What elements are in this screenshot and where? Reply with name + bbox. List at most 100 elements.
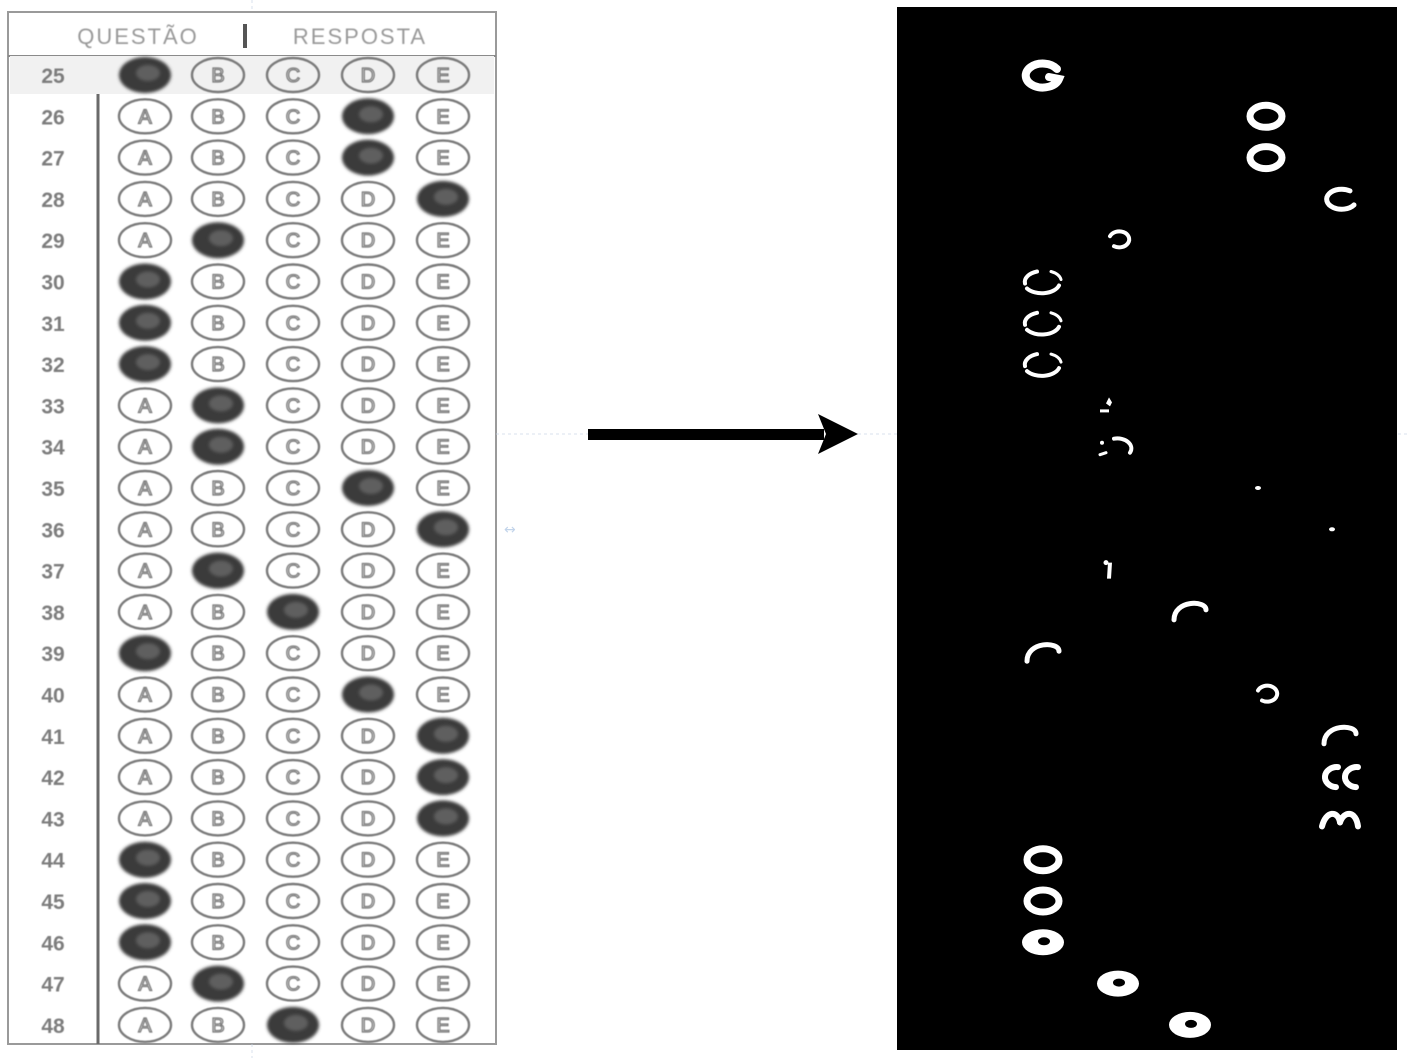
answer-bubble-d[interactable]: D bbox=[340, 304, 396, 341]
answer-bubble-e[interactable]: E bbox=[415, 841, 471, 878]
answer-bubble-d[interactable]: D bbox=[340, 221, 396, 259]
answer-bubble-d[interactable] bbox=[342, 676, 394, 713]
answer-bubble-c[interactable] bbox=[267, 1006, 319, 1043]
answer-bubble-a[interactable] bbox=[119, 57, 171, 93]
answer-bubble-a[interactable]: A bbox=[117, 965, 173, 1002]
answer-bubble-e[interactable]: E bbox=[415, 635, 471, 672]
answer-bubble-b[interactable] bbox=[192, 387, 244, 424]
answer-bubble-e[interactable]: E bbox=[415, 98, 471, 135]
answer-bubble-b[interactable] bbox=[192, 222, 244, 259]
answer-bubble-a[interactable]: A bbox=[117, 676, 173, 713]
answer-bubble-e[interactable]: E bbox=[415, 552, 471, 589]
answer-bubble-d[interactable]: D bbox=[340, 841, 396, 878]
answer-bubble-e[interactable]: E bbox=[415, 345, 471, 383]
answer-bubble-e[interactable] bbox=[417, 180, 469, 217]
answer-bubble-d[interactable] bbox=[342, 98, 394, 135]
answer-bubble-a[interactable]: A bbox=[117, 387, 173, 424]
answer-bubble-a[interactable] bbox=[119, 883, 171, 919]
answer-bubble-b[interactable] bbox=[192, 965, 244, 1002]
answer-bubble-d[interactable]: D bbox=[340, 387, 396, 424]
answer-bubble-c[interactable]: C bbox=[265, 635, 321, 672]
answer-bubble-b[interactable]: B bbox=[190, 180, 246, 218]
answer-bubble-e[interactable]: E bbox=[415, 387, 471, 424]
answer-bubble-c[interactable]: C bbox=[265, 924, 321, 961]
answer-bubble-b[interactable] bbox=[192, 552, 244, 589]
resize-handle-icon[interactable]: ↔ bbox=[504, 522, 516, 538]
answer-bubble-e[interactable] bbox=[417, 759, 469, 796]
answer-bubble-b[interactable] bbox=[192, 428, 244, 465]
answer-bubble-c[interactable]: C bbox=[265, 345, 321, 383]
answer-bubble-b[interactable]: B bbox=[190, 263, 246, 300]
answer-bubble-a[interactable]: A bbox=[117, 221, 173, 259]
answer-bubble-d[interactable]: D bbox=[340, 593, 396, 631]
answer-bubble-d[interactable]: D bbox=[340, 800, 396, 837]
answer-bubble-d[interactable]: D bbox=[340, 635, 396, 672]
answer-bubble-d[interactable]: D bbox=[340, 965, 396, 1002]
answer-bubble-c[interactable]: C bbox=[265, 304, 321, 341]
answer-bubble-c[interactable]: C bbox=[265, 965, 321, 1002]
answer-bubble-b[interactable]: B bbox=[190, 469, 246, 507]
answer-bubble-b[interactable]: B bbox=[190, 676, 246, 713]
answer-bubble-e[interactable]: E bbox=[415, 56, 471, 94]
answer-bubble-b[interactable]: B bbox=[190, 56, 246, 94]
answer-bubble-e[interactable]: E bbox=[415, 139, 471, 176]
answer-bubble-c[interactable]: C bbox=[265, 511, 321, 548]
answer-bubble-a[interactable]: A bbox=[117, 552, 173, 589]
answer-bubble-b[interactable]: B bbox=[190, 924, 246, 961]
answer-bubble-c[interactable]: C bbox=[265, 180, 321, 218]
answer-bubble-d[interactable]: D bbox=[340, 56, 396, 94]
answer-bubble-e[interactable]: E bbox=[415, 263, 471, 300]
answer-bubble-b[interactable]: B bbox=[190, 635, 246, 672]
answer-bubble-c[interactable]: C bbox=[265, 56, 321, 94]
answer-bubble-b[interactable]: B bbox=[190, 345, 246, 383]
answer-bubble-b[interactable]: B bbox=[190, 1006, 246, 1044]
answer-bubble-d[interactable]: D bbox=[340, 180, 396, 218]
answer-bubble-e[interactable]: E bbox=[415, 1006, 471, 1044]
answer-bubble-b[interactable]: B bbox=[190, 717, 246, 754]
answer-bubble-b[interactable]: B bbox=[190, 511, 246, 548]
answer-bubble-d[interactable] bbox=[342, 139, 394, 176]
answer-bubble-c[interactable]: C bbox=[265, 882, 321, 920]
answer-bubble-c[interactable]: C bbox=[265, 552, 321, 589]
answer-bubble-e[interactable]: E bbox=[415, 221, 471, 259]
answer-bubble-c[interactable]: C bbox=[265, 428, 321, 465]
answer-bubble-b[interactable]: B bbox=[190, 98, 246, 135]
answer-bubble-a[interactable]: A bbox=[117, 180, 173, 218]
answer-bubble-a[interactable]: A bbox=[117, 139, 173, 176]
answer-bubble-d[interactable]: D bbox=[340, 924, 396, 961]
answer-bubble-d[interactable] bbox=[342, 470, 394, 506]
answer-bubble-c[interactable] bbox=[267, 593, 319, 630]
answer-bubble-a[interactable] bbox=[119, 346, 171, 383]
answer-bubble-a[interactable] bbox=[119, 924, 171, 961]
answer-bubble-c[interactable]: C bbox=[265, 717, 321, 754]
answer-bubble-a[interactable]: A bbox=[117, 758, 173, 796]
answer-bubble-b[interactable]: B bbox=[190, 304, 246, 341]
answer-bubble-e[interactable]: E bbox=[415, 882, 471, 920]
answer-bubble-d[interactable]: D bbox=[340, 552, 396, 589]
answer-bubble-b[interactable]: B bbox=[190, 758, 246, 796]
answer-bubble-e[interactable]: E bbox=[415, 304, 471, 341]
answer-bubble-d[interactable]: D bbox=[340, 758, 396, 796]
answer-bubble-d[interactable]: D bbox=[340, 428, 396, 465]
answer-bubble-e[interactable]: E bbox=[415, 676, 471, 713]
answer-bubble-d[interactable]: D bbox=[340, 263, 396, 300]
answer-bubble-a[interactable]: A bbox=[117, 469, 173, 507]
answer-bubble-a[interactable]: A bbox=[117, 593, 173, 631]
answer-bubble-b[interactable]: B bbox=[190, 139, 246, 176]
answer-bubble-c[interactable]: C bbox=[265, 841, 321, 878]
answer-bubble-c[interactable]: C bbox=[265, 758, 321, 796]
answer-bubble-a[interactable]: A bbox=[117, 717, 173, 754]
answer-bubble-c[interactable]: C bbox=[265, 139, 321, 176]
answer-bubble-e[interactable] bbox=[417, 717, 469, 754]
answer-bubble-e[interactable] bbox=[417, 511, 469, 548]
answer-bubble-c[interactable]: C bbox=[265, 800, 321, 837]
answer-bubble-e[interactable]: E bbox=[415, 469, 471, 507]
answer-bubble-a[interactable]: A bbox=[117, 98, 173, 135]
answer-bubble-d[interactable]: D bbox=[340, 345, 396, 383]
answer-bubble-e[interactable] bbox=[417, 800, 469, 837]
answer-bubble-a[interactable] bbox=[119, 263, 171, 300]
answer-bubble-c[interactable]: C bbox=[265, 387, 321, 424]
answer-bubble-a[interactable] bbox=[119, 841, 171, 878]
answer-bubble-a[interactable]: A bbox=[117, 428, 173, 465]
answer-bubble-c[interactable]: C bbox=[265, 263, 321, 300]
